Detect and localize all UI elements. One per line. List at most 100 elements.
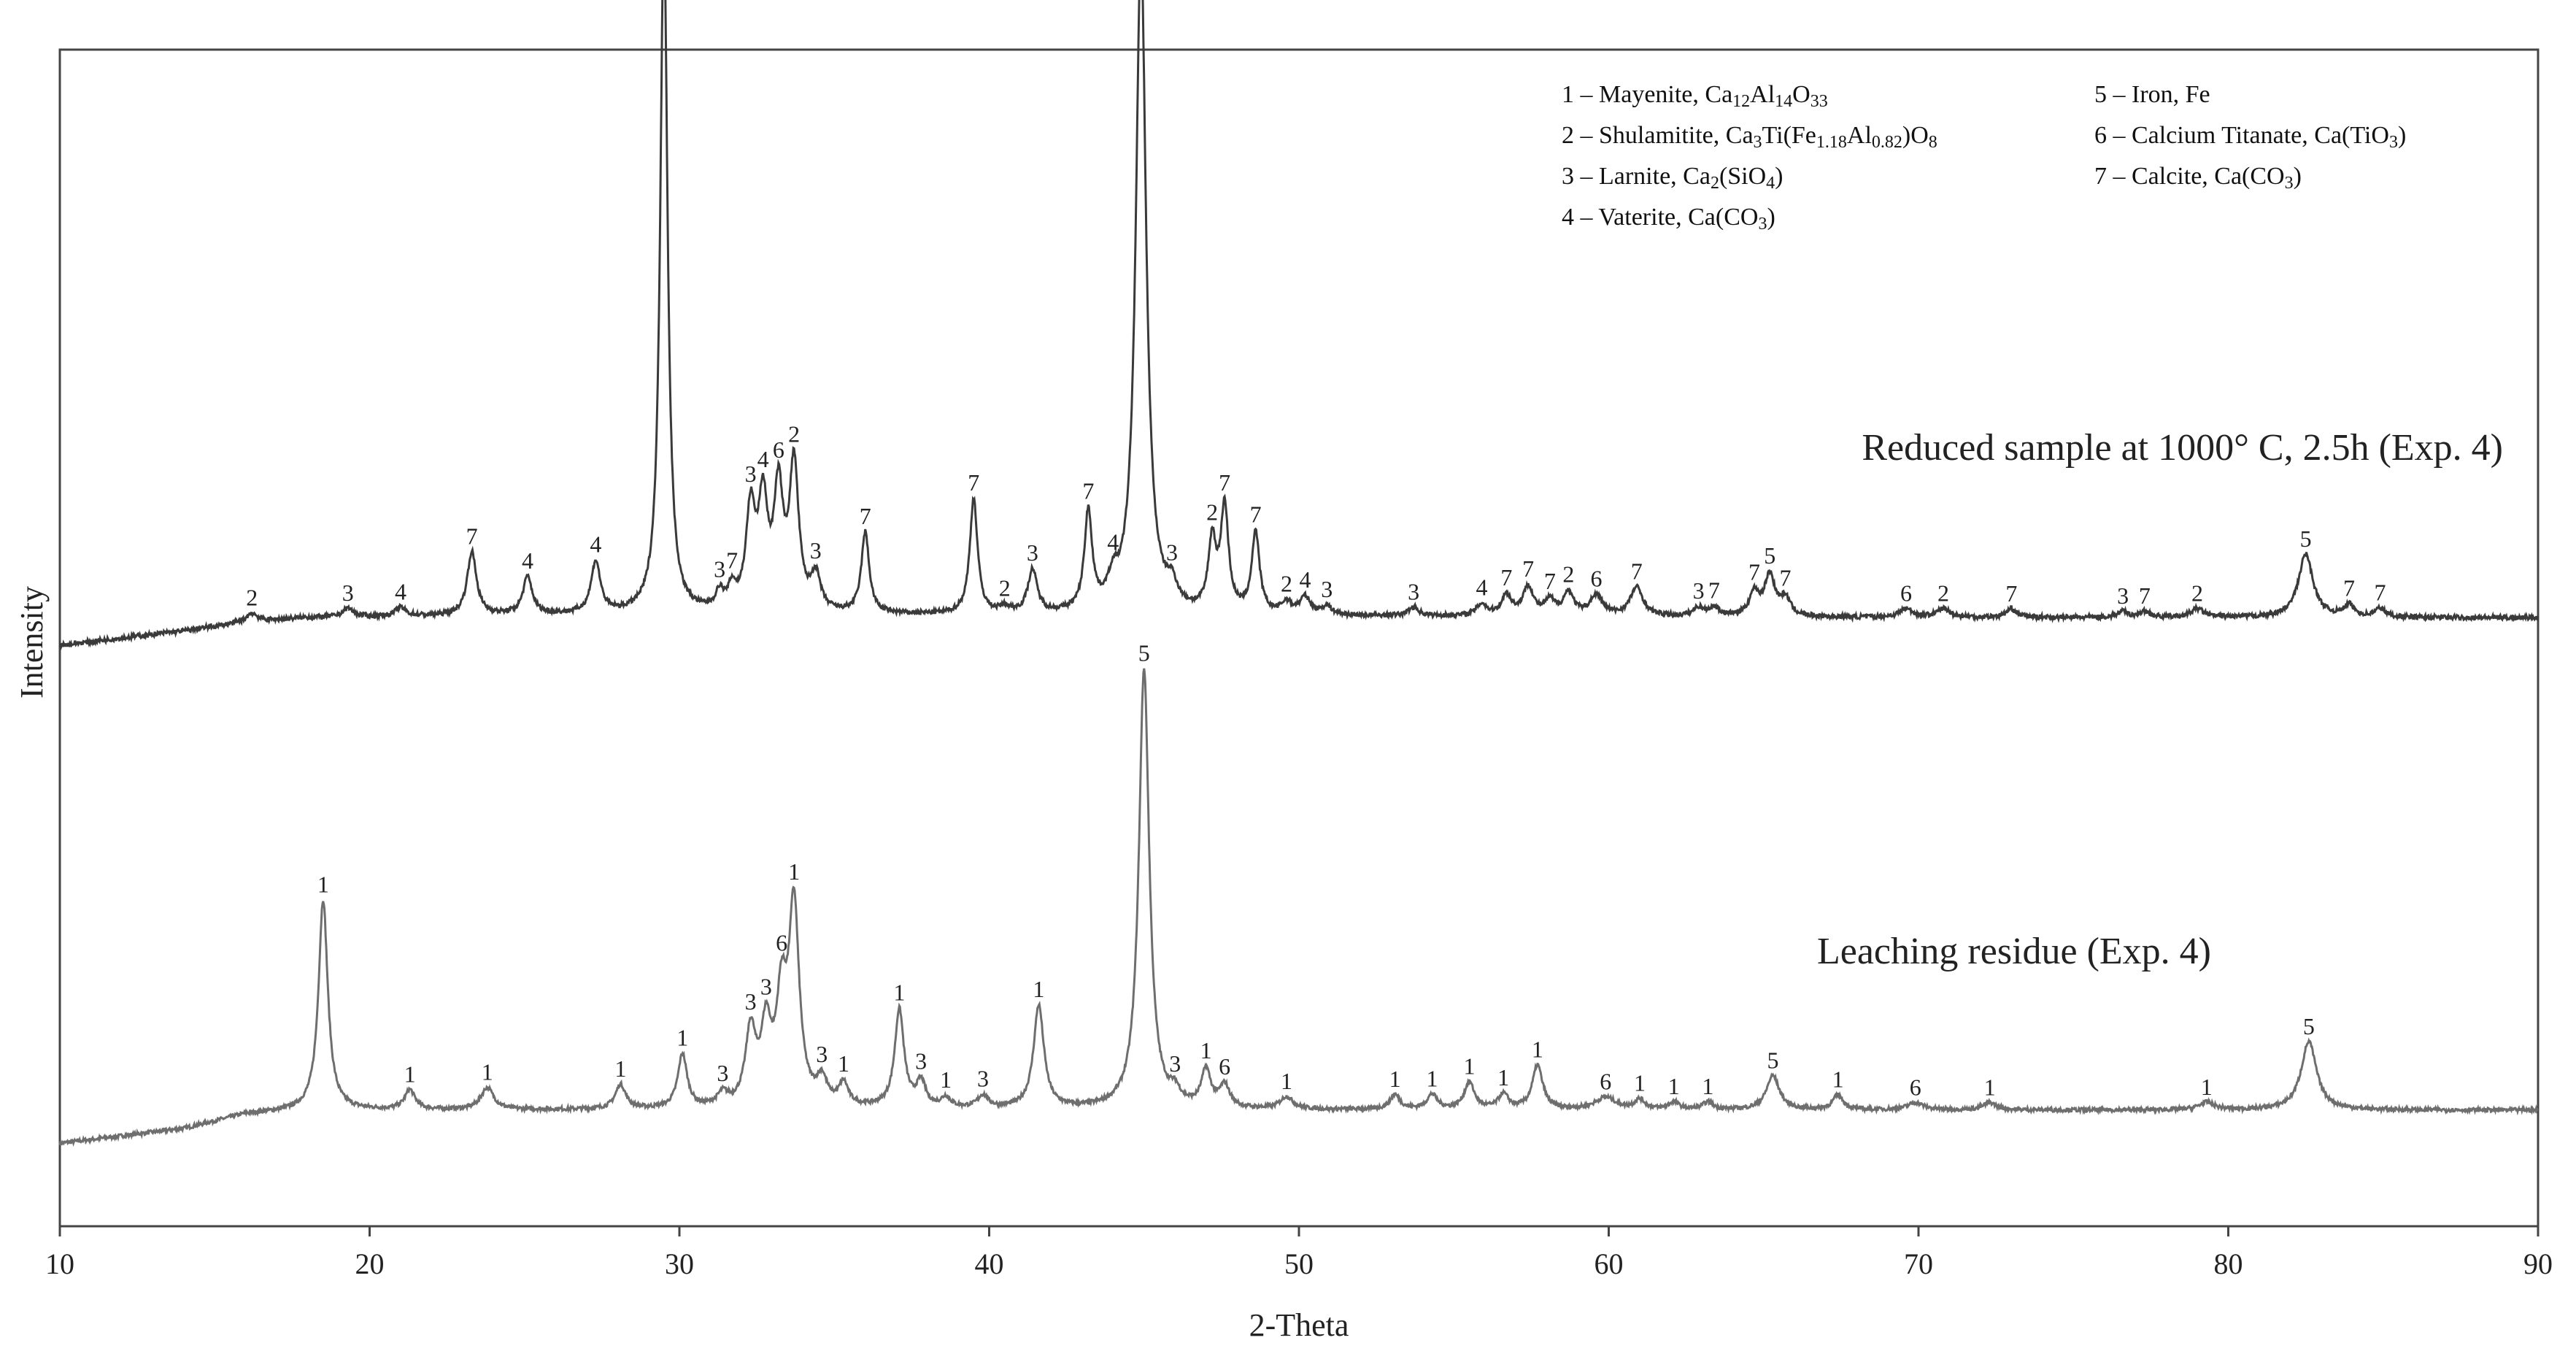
peak-label: 5 xyxy=(2300,526,2312,552)
peak-label: 5 xyxy=(2303,1013,2315,1039)
peak-label: 2 xyxy=(1206,499,1218,525)
peak-label: 1 xyxy=(1984,1074,1996,1100)
peak-label: 3 xyxy=(915,1048,927,1074)
peak-label: 3 xyxy=(977,1066,989,1092)
peak-label: 7 xyxy=(1779,565,1791,591)
peak-label: 6 xyxy=(776,929,787,955)
peak-label: 6 xyxy=(1591,565,1603,591)
peak-label: 7 xyxy=(1708,577,1720,604)
x-axis: 10 20 30 40 50 60 70 80 90 xyxy=(45,1226,2553,1280)
peak-label: 7 xyxy=(1219,469,1230,496)
peak-label: 1 xyxy=(1427,1065,1438,1091)
x-tick-label: 50 xyxy=(1284,1247,1314,1280)
series-name-2: Leaching residue (Exp. 4) xyxy=(1817,931,2211,972)
x-tick-label: 10 xyxy=(45,1247,74,1280)
peak-label: 2 xyxy=(246,585,258,611)
peak-label: 1 xyxy=(317,871,329,897)
peak-label: 1 xyxy=(1033,976,1044,1002)
peak-label: 1 xyxy=(1634,1069,1646,1096)
y-axis-title: Intensity xyxy=(14,586,50,699)
peak-label: 1 xyxy=(1389,1066,1401,1092)
x-tick-label: 30 xyxy=(665,1247,694,1280)
legend-item-4: 4 – Vaterite, Ca(CO3​) xyxy=(1562,204,1775,234)
peak-label: 7 xyxy=(726,547,738,573)
peak-label: 1 xyxy=(1832,1066,1844,1093)
peak-label: 7 xyxy=(2139,582,2151,609)
peak-label: 3 xyxy=(745,988,757,1015)
legend: 1 – Mayenite, Ca12​Al14​O33​ 2 – Shulamit… xyxy=(1562,81,2406,234)
peak-label: 7 xyxy=(1250,501,1262,527)
x-tick-label: 80 xyxy=(2214,1247,2243,1280)
peak-label: 1 xyxy=(2201,1074,2213,1100)
peak-label: 3 xyxy=(1027,539,1038,566)
peak-label: 1 xyxy=(1532,1036,1543,1063)
peak-label: 1 xyxy=(404,1061,416,1087)
series-name-1: Reduced sample at 1000° C, 2.5h (Exp. 4) xyxy=(1862,427,2503,469)
x-tick-label: 90 xyxy=(2523,1247,2553,1280)
peak-label: 2 xyxy=(999,575,1011,601)
legend-item-2: 2 – Shulamitite, Ca3​Ti(Fe1.18​Al0.82​)O… xyxy=(1562,122,1937,152)
peak-label: 7 xyxy=(2005,580,2017,607)
x-tick-label: 60 xyxy=(1594,1247,1624,1280)
peak-label: 1 xyxy=(1702,1073,1713,1099)
peak-label: 6 xyxy=(773,436,784,463)
peak-label: 2 xyxy=(2191,580,2203,607)
peak-label: 3 xyxy=(342,580,354,606)
peak-label: 1 xyxy=(1463,1053,1475,1080)
peak-label: 7 xyxy=(1544,568,1556,594)
peak-label: 4 xyxy=(522,547,533,574)
peak-label: 4 xyxy=(590,531,601,558)
peak-label: 4 xyxy=(1476,574,1487,601)
legend-item-7: 7 – Calcite, Ca(CO3​) xyxy=(2094,163,2302,193)
peak-label: 4 xyxy=(1299,566,1311,593)
peak-label: 1 xyxy=(788,858,800,885)
peak-label: 3 xyxy=(1166,539,1178,566)
peak-label: 6 xyxy=(1219,1053,1230,1080)
peak-label: 6 xyxy=(1600,1069,1611,1095)
peak-label: 3 xyxy=(1169,1050,1181,1077)
peak-label: 7 xyxy=(2375,580,2386,606)
peak-label: 1 xyxy=(838,1050,849,1077)
peak-label: 7 xyxy=(1631,558,1643,585)
legend-item-5: 5 – Iron, Fe xyxy=(2094,81,2210,108)
peak-label: 3 xyxy=(1693,577,1705,604)
peak-label: 3 xyxy=(1408,578,1419,604)
legend-item-3: 3 – Larnite, Ca2​(SiO4​) xyxy=(1562,163,1783,193)
peak-label: 2 xyxy=(1281,570,1292,596)
peak-label: 7 xyxy=(1500,564,1512,590)
peak-label: 3 xyxy=(745,461,757,487)
peak-label: 3 xyxy=(760,973,772,999)
peak-label: 7 xyxy=(860,503,871,529)
peak-label: 2 xyxy=(1562,561,1574,587)
x-tick-label: 70 xyxy=(1904,1247,1933,1280)
peak-label: 1 xyxy=(614,1055,626,1082)
peak-label: 3 xyxy=(816,1041,828,1067)
peak-label: 1 xyxy=(1497,1064,1509,1090)
peak-label: 1 xyxy=(1281,1068,1292,1094)
peak-label: 3 xyxy=(2117,582,2129,609)
peak-label: 7 xyxy=(968,469,979,496)
peak-label: 4 xyxy=(757,446,769,472)
peak-label: 3 xyxy=(717,1060,728,1086)
peak-label: 1 xyxy=(1200,1037,1212,1063)
series-labels: Reduced sample at 1000° C, 2.5h (Exp. 4)… xyxy=(1817,427,2503,972)
series-line-1 xyxy=(58,668,2539,1147)
peak-label: 5 xyxy=(1138,639,1150,666)
legend-item-1: 1 – Mayenite, Ca12​Al14​O33​ xyxy=(1562,81,1828,111)
legend-item-6: 6 – Calcium Titanate, Ca(TiO3​) xyxy=(2094,122,2406,152)
peak-label: 7 xyxy=(1522,555,1534,582)
peak-label: 6 xyxy=(1910,1074,1921,1100)
peak-label: 1 xyxy=(940,1066,952,1093)
x-axis-title: 2-Theta xyxy=(1249,1307,1349,1343)
peak-label: 7 xyxy=(1748,559,1760,585)
peak-label: 3 xyxy=(1321,576,1333,602)
x-tick-label: 20 xyxy=(355,1247,385,1280)
plot-frame xyxy=(58,48,2540,1228)
peak-label: 7 xyxy=(2343,575,2355,601)
peak-label: 7 xyxy=(1082,477,1094,504)
peak-label: 1 xyxy=(482,1059,493,1085)
peak-label: 1 xyxy=(676,1025,688,1051)
peak-label: 6 xyxy=(1900,580,1912,606)
